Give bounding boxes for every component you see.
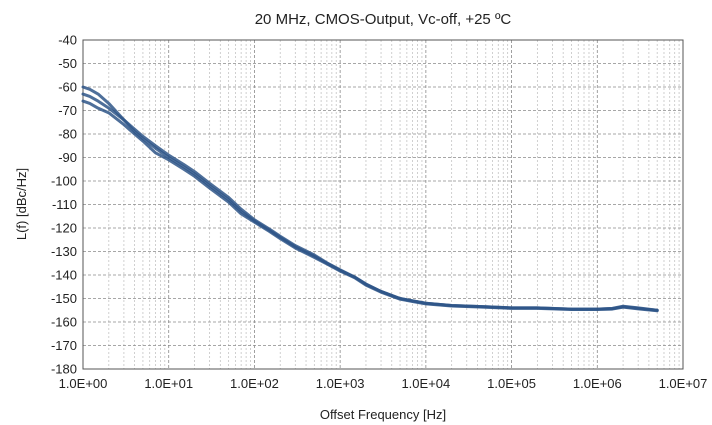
y-tick-label: -60 — [58, 80, 77, 95]
y-tick-label: -70 — [58, 103, 77, 118]
x-tick-label: 1.0E+02 — [230, 376, 279, 391]
y-tick-label: -140 — [51, 268, 77, 283]
y-tick-label: -120 — [51, 221, 77, 236]
x-tick-label: 1.0E+06 — [573, 376, 622, 391]
y-tick-label: -180 — [51, 362, 77, 377]
grid-layer — [82, 39, 684, 370]
x-tick-label: 1.0E+04 — [401, 376, 450, 391]
y-tick-label: -170 — [51, 338, 77, 353]
y-tick-label: -40 — [58, 33, 77, 48]
y-tick-label: -110 — [52, 197, 77, 212]
x-tick-label: 1.0E+03 — [316, 376, 365, 391]
y-tick-label: -90 — [58, 150, 77, 165]
plot-frame — [82, 39, 684, 370]
y-axis-label: L(f) [dBc/Hz] — [14, 168, 29, 240]
y-tick-label: -50 — [58, 56, 77, 71]
y-tick-labels: -40 -50 -60 -70 -80 -90 -100 -110 -120 -130 -140 -1… — [51, 33, 77, 377]
chart-title: 20 MHz, CMOS-Output, Vc-off, +25 ºC — [255, 11, 512, 28]
x-axis-label: Offset Frequency [Hz] — [320, 407, 446, 422]
x-tick-label: 1.0E+07 — [659, 376, 708, 391]
y-tick-label: -150 — [51, 291, 77, 306]
series-layer — [81, 85, 659, 313]
x-tick-label: 1.0E+00 — [59, 376, 108, 391]
x-tick-label: 1.0E+01 — [144, 376, 193, 391]
series-line-3 — [81, 99, 659, 313]
x-tick-label: 1.0E+05 — [487, 376, 536, 391]
y-tick-label: -100 — [51, 174, 77, 189]
x-tick-labels: 1.0E+00 1.0E+01 1.0E+02 1.0E+03 1.0E+04 1.0E+… — [59, 376, 708, 391]
y-tick-label: -130 — [51, 244, 77, 259]
y-tick-label: -160 — [51, 315, 77, 330]
y-tick-label: -80 — [58, 127, 77, 142]
series-line-1 — [81, 92, 659, 312]
series-line-2 — [81, 85, 659, 312]
